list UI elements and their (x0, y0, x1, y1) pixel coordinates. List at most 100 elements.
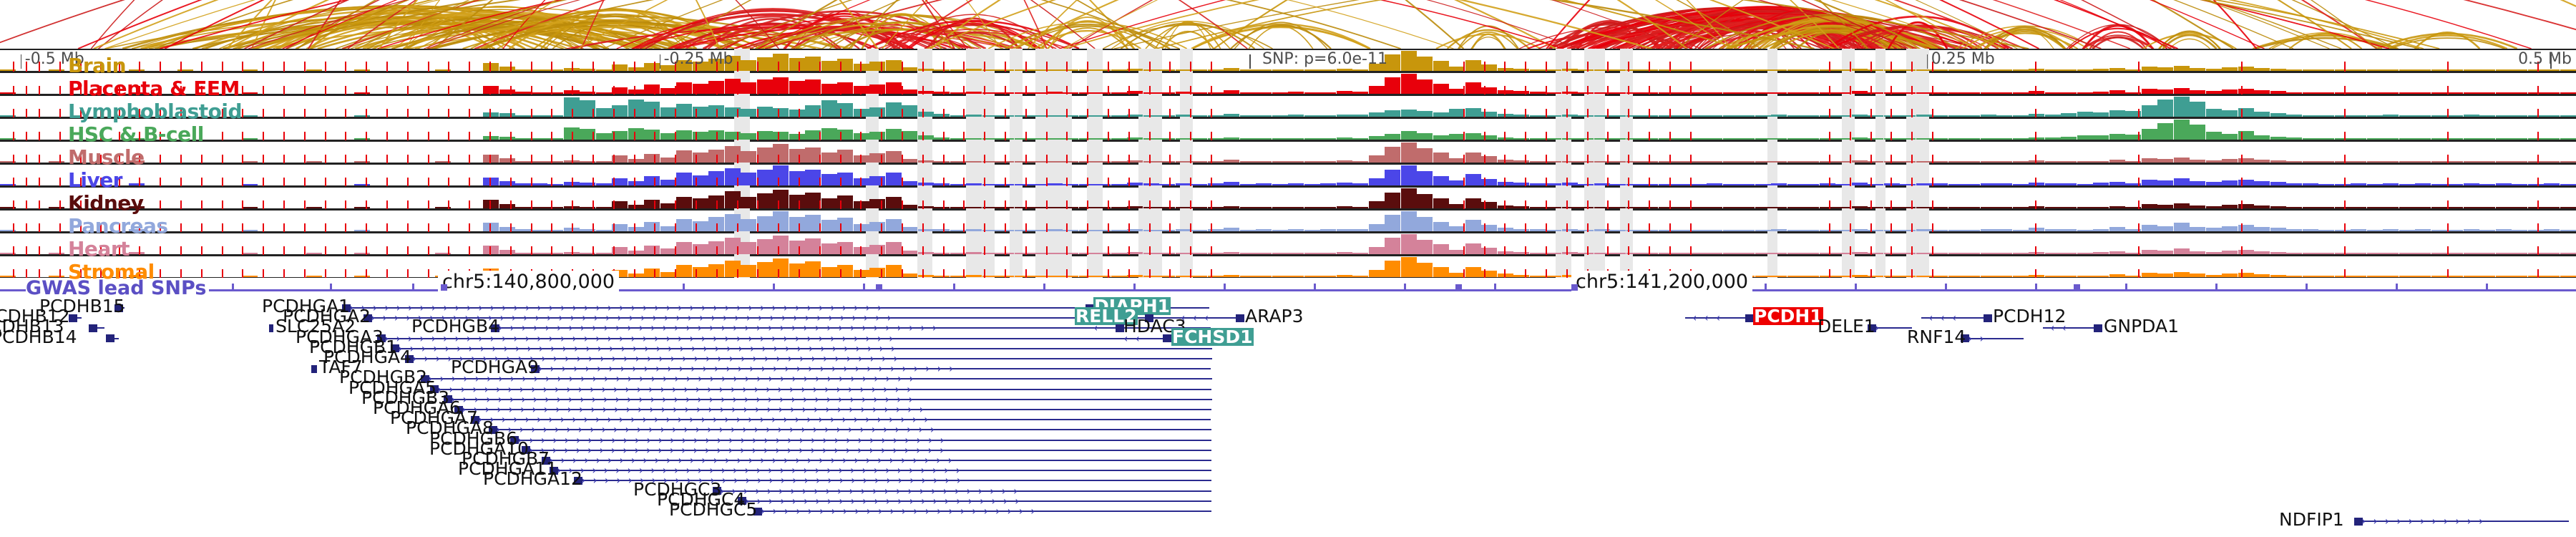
gene-label-pcdhga9[interactable]: PCDHGA9 (451, 357, 539, 378)
gene-label-pcdhgc4[interactable]: PCDHGC4 (657, 488, 746, 510)
gwas-tick[interactable] (1314, 284, 1316, 291)
snp-tick (139, 223, 141, 232)
signal-bar (821, 152, 837, 163)
signal-bar (1932, 161, 1948, 163)
signal-bar (805, 238, 821, 254)
signal-bar (1272, 184, 1288, 185)
snp-tick (79, 246, 82, 255)
gwas-tick[interactable] (2396, 284, 2398, 291)
gwas-lead-snp-marker[interactable] (440, 284, 447, 291)
snp-tick (1190, 200, 1192, 209)
gene-label-pcdhgb4[interactable]: PCDHGB4 (411, 316, 500, 337)
gwas-tick[interactable] (1043, 284, 1045, 291)
gwas-tick[interactable] (683, 284, 685, 291)
snp-tick (303, 223, 306, 232)
snp-tick (654, 62, 656, 72)
gene-label-pcdhgb1[interactable]: PCDHGB1 (309, 336, 398, 357)
gwas-tick[interactable] (1855, 284, 1857, 291)
gene-label-taf7[interactable]: TAF7 (319, 357, 363, 378)
signal-bar (2415, 161, 2431, 163)
signal-bar (2270, 251, 2286, 254)
snp-tick (13, 62, 14, 72)
gene-label-ndfip1[interactable]: NDFIP1 (2279, 509, 2344, 531)
gene-label-pcdhga2[interactable]: PCDHGA2 (283, 306, 371, 327)
gene-label-pcdhb15[interactable]: PCDHB15 (39, 296, 125, 316)
signal-bar (902, 204, 918, 208)
gwas-lead-snp-marker[interactable] (2074, 284, 2080, 291)
signal-bar (241, 184, 258, 185)
gene-label-pcdhb14[interactable]: PCDHB14 (0, 326, 77, 347)
snp-tick (839, 246, 841, 255)
signal-bar (2238, 204, 2254, 208)
gene-label-pcdhgb3[interactable]: PCDHGB3 (361, 387, 450, 408)
signal-bar (1143, 115, 1159, 117)
signal-bar (354, 115, 371, 117)
gwas-lead-snp-marker[interactable] (876, 284, 882, 291)
snp-tick (448, 178, 450, 186)
gwas-tick[interactable] (1404, 284, 1406, 291)
signal-bar (660, 226, 676, 231)
gene-label-pcdh12[interactable]: PCDH12 (1993, 306, 2067, 327)
gene-label-pcdhgb7[interactable]: PCDHGB7 (462, 448, 550, 469)
signal-bar (515, 91, 532, 94)
gene-label-pcdhga5[interactable]: PCDHGA5 (348, 377, 436, 398)
gene-label-pcdhga4[interactable]: PCDHGA4 (323, 347, 411, 367)
gene-label-rell2[interactable]: RELL2 (1075, 306, 1138, 327)
gene-label-dele1[interactable]: DELE1 (1818, 316, 1875, 337)
gene-label-pcdhgb2[interactable]: PCDHGB2 (339, 367, 428, 388)
gene-label-pcdhga6[interactable]: PCDHGA6 (373, 397, 461, 418)
gwas-tick[interactable] (773, 284, 775, 291)
snp-tick (860, 269, 862, 278)
gwas-tick[interactable] (1494, 284, 1496, 291)
gwas-tick[interactable] (412, 284, 414, 291)
gene-label-pcdh1[interactable]: PCDH1 (1753, 306, 1823, 327)
gene-label-fchsd1[interactable]: FCHSD1 (1171, 326, 1254, 347)
gwas-tick[interactable] (2215, 284, 2218, 291)
gwas-tick[interactable] (1765, 284, 1767, 291)
shaded-region (1842, 72, 1855, 95)
snp-tick (100, 155, 102, 163)
gene-label-pcdhga12[interactable]: PCDHGA12 (483, 468, 582, 490)
gwas-tick[interactable] (2306, 284, 2308, 291)
gwas-tick[interactable] (329, 284, 332, 291)
gwas-tick[interactable] (1133, 284, 1136, 291)
signal-bar (1964, 138, 1981, 140)
gwas-tick[interactable] (1224, 284, 1226, 291)
gene-label-pcdhgc3[interactable]: PCDHGC3 (633, 478, 722, 500)
gene-label-pcdhga11[interactable]: PCDHGA11 (458, 458, 557, 480)
gwas-tick[interactable] (2035, 284, 2037, 291)
gwas-tick[interactable] (863, 284, 865, 291)
gwas-tick[interactable] (2486, 284, 2488, 291)
gwas-lead-snp-marker[interactable] (1571, 284, 1578, 291)
snp-tick (118, 109, 120, 117)
coordinate-label-right: chr5:141,200,000 (1571, 271, 1753, 293)
signal-bar (1626, 184, 1642, 185)
shaded-region (966, 95, 995, 117)
snp-tick (860, 155, 862, 163)
gene-label-pcdhgc5[interactable]: PCDHGC5 (669, 499, 758, 520)
signal-bar (2286, 252, 2303, 254)
gene-label-pcdhga8[interactable]: PCDHGA8 (406, 417, 494, 439)
gwas-tick[interactable] (2125, 284, 2127, 291)
gene-label-arap3[interactable]: ARAP3 (1245, 306, 1304, 327)
gene-label-pcdhga10[interactable]: PCDHGA10 (429, 437, 529, 459)
gene-label-pcdhb13[interactable]: PCDHB13 (0, 316, 64, 337)
gene-label-rnf14[interactable]: RNF14 (1907, 326, 1966, 347)
gwas-tick[interactable] (1945, 284, 1947, 291)
gwas-tick[interactable] (953, 284, 955, 291)
gene-label-pcdhb12[interactable]: PCDHB12 (0, 306, 70, 327)
signal-bar (1111, 69, 1127, 71)
gene-label-pcdhgb6[interactable]: PCDHGB6 (429, 427, 518, 449)
gene-label-pcdhga3[interactable]: PCDHGA3 (296, 326, 384, 347)
gene-label-slc25a2[interactable]: SLC25A2 (275, 316, 356, 337)
snp-tick (26, 132, 27, 140)
gwas-lead-snp-marker[interactable] (1455, 284, 1462, 291)
gene-body-line (542, 460, 1211, 461)
signal-bar (2415, 69, 2431, 71)
gwas-tick[interactable] (232, 284, 234, 291)
gene-label-pcdhga7[interactable]: PCDHGA7 (390, 407, 478, 429)
gene-label-pcdhga1[interactable]: PCDHGA1 (262, 296, 350, 316)
signal-bar (628, 67, 644, 71)
signal-bar (1642, 115, 1659, 117)
gene-label-gnpda1[interactable]: GNPDA1 (2104, 316, 2179, 337)
